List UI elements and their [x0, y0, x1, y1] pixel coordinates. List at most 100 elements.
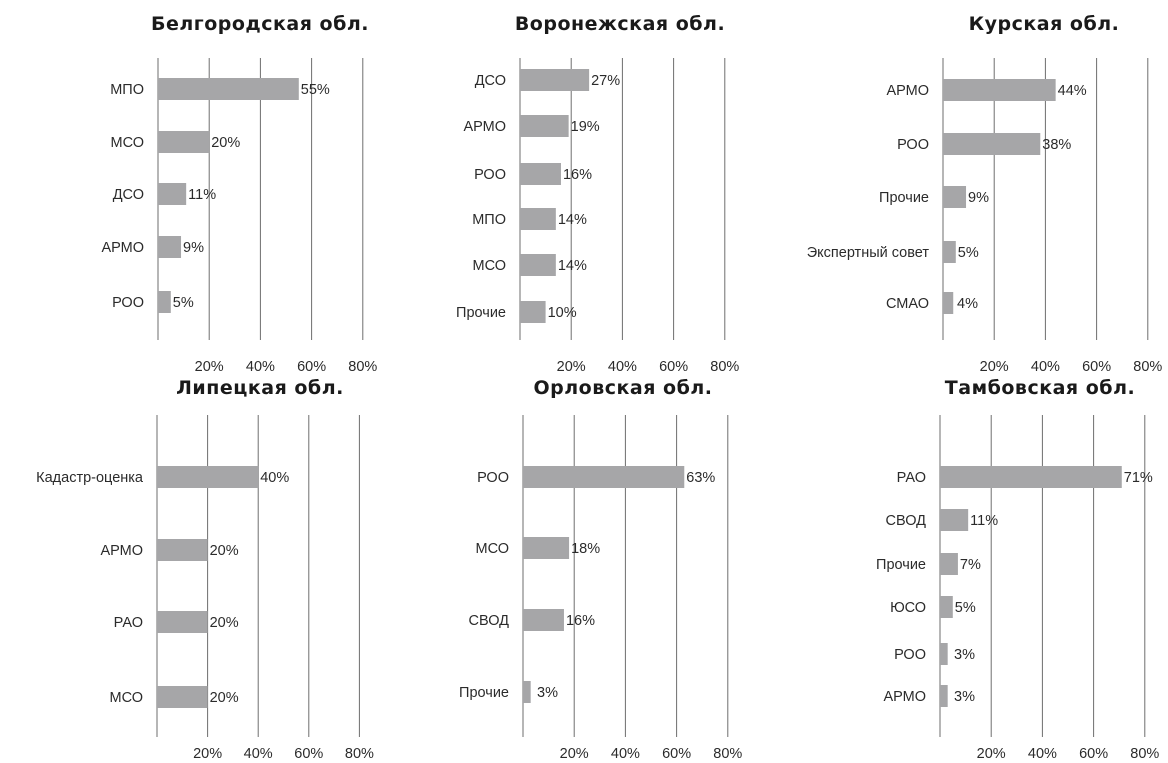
x-tick-label: 60% [662, 746, 691, 762]
chart-panel-3: Липецкая обл. 20% 40% 60% 80% Кадастр-оценка 4… [36, 377, 374, 762]
x-tick-label: 80% [345, 746, 374, 762]
value-label: 14% [558, 258, 587, 274]
chart-title: Белгородская обл. [151, 13, 369, 35]
category-label: Прочие [459, 685, 509, 701]
value-label: 9% [968, 190, 989, 206]
category-label: АРМО [100, 543, 143, 559]
bar [520, 163, 561, 185]
x-tick-label: 60% [1082, 359, 1111, 375]
bar [520, 254, 556, 276]
chart-panel-4: Орловская обл. 20% 40% 60% 80% РОО 63% МСО 18% СВ… [459, 377, 742, 762]
bar [943, 79, 1056, 101]
value-label: 7% [960, 557, 981, 573]
value-label: 44% [1058, 83, 1087, 99]
value-label: 10% [548, 305, 577, 321]
value-label: 20% [211, 135, 240, 151]
x-tick-label: 80% [1130, 746, 1159, 762]
chart-title: Воронежская обл. [515, 13, 725, 35]
value-label: 14% [558, 212, 587, 228]
value-label: 40% [260, 470, 289, 486]
bar [158, 236, 182, 258]
bar [158, 131, 210, 153]
value-label: 18% [571, 541, 600, 557]
x-tick-label: 40% [244, 746, 273, 762]
category-label: МСО [110, 135, 144, 151]
category-label: РАО [897, 470, 926, 486]
bar [523, 466, 685, 488]
x-tick-label: 60% [297, 359, 326, 375]
bar [157, 611, 208, 633]
bar [523, 537, 570, 559]
category-label: РОО [474, 167, 506, 183]
chart-title: Тамбовская обл. [945, 377, 1135, 399]
value-label: 3% [954, 647, 975, 663]
category-label: РОО [897, 137, 929, 153]
category-label: АРМО [886, 83, 929, 99]
x-tick-label: 20% [980, 359, 1009, 375]
x-tick-label: 20% [560, 746, 589, 762]
bar [940, 596, 953, 618]
x-tick-label: 40% [1031, 359, 1060, 375]
x-tick-label: 80% [1133, 359, 1162, 375]
category-label: РОО [477, 470, 509, 486]
bar [943, 133, 1041, 155]
category-label: РОО [894, 647, 926, 663]
category-label: МСО [472, 258, 506, 274]
value-label: 5% [173, 295, 194, 311]
bar [520, 208, 556, 230]
value-label: 71% [1124, 470, 1153, 486]
chart-panel-5: Тамбовская обл. 20% 40% 60% 80% РАО 71% СВОД 11%… [876, 377, 1159, 762]
category-label: АРМО [463, 119, 506, 135]
category-label: СВОД [469, 613, 510, 629]
bar [943, 292, 954, 314]
category-label: МПО [110, 82, 144, 98]
bar [940, 466, 1122, 488]
x-tick-label: 20% [977, 746, 1006, 762]
value-label: 16% [563, 167, 592, 183]
value-label: 5% [955, 600, 976, 616]
bar [520, 69, 590, 91]
value-label: 20% [210, 690, 239, 706]
bar [158, 78, 299, 100]
bar [940, 685, 948, 707]
x-tick-label: 60% [659, 359, 688, 375]
bar [520, 115, 569, 137]
category-label: РОО [112, 295, 144, 311]
chart-panel-1: Воронежская обл. 20% 40% 60% 80% ДСО 27% АРМО 19… [456, 13, 739, 375]
chart-title: Липецкая обл. [176, 377, 344, 399]
value-label: 38% [1042, 137, 1071, 153]
value-label: 20% [210, 543, 239, 559]
value-label: 5% [958, 245, 979, 261]
category-label: ДСО [113, 187, 144, 203]
bar [157, 539, 208, 561]
category-label: Прочие [879, 190, 929, 206]
category-label: Прочие [876, 557, 926, 573]
x-tick-label: 40% [1028, 746, 1057, 762]
category-label: Кадастр-оценка [36, 470, 144, 486]
bar [157, 466, 259, 488]
bar [520, 301, 546, 323]
x-tick-label: 60% [294, 746, 323, 762]
value-label: 11% [970, 513, 998, 529]
category-label: МСО [475, 541, 509, 557]
x-tick-label: 80% [713, 746, 742, 762]
chart-panel-2: Курская обл. 20% 40% 60% 80% АРМО 44% РОО 38% Про… [807, 13, 1163, 375]
x-tick-label: 40% [246, 359, 275, 375]
bar [523, 681, 531, 703]
x-tick-label: 80% [710, 359, 739, 375]
bar [943, 241, 956, 263]
value-label: 19% [571, 119, 600, 135]
value-label: 63% [686, 470, 715, 486]
chart-panel-0: Белгородская обл. 20% 40% 60% 80% МПО 55% МСО 20… [101, 13, 377, 375]
value-label: 3% [954, 689, 975, 705]
bar [940, 643, 948, 665]
category-label: Прочие [456, 305, 506, 321]
x-tick-label: 40% [608, 359, 637, 375]
x-tick-label: 20% [193, 746, 222, 762]
value-label: 3% [537, 685, 558, 701]
category-label: ЮСО [890, 600, 926, 616]
chart-title: Курская обл. [969, 13, 1120, 35]
category-label: Экспертный совет [807, 245, 930, 261]
category-label: ДСО [475, 73, 506, 89]
category-label: МПО [472, 212, 506, 228]
